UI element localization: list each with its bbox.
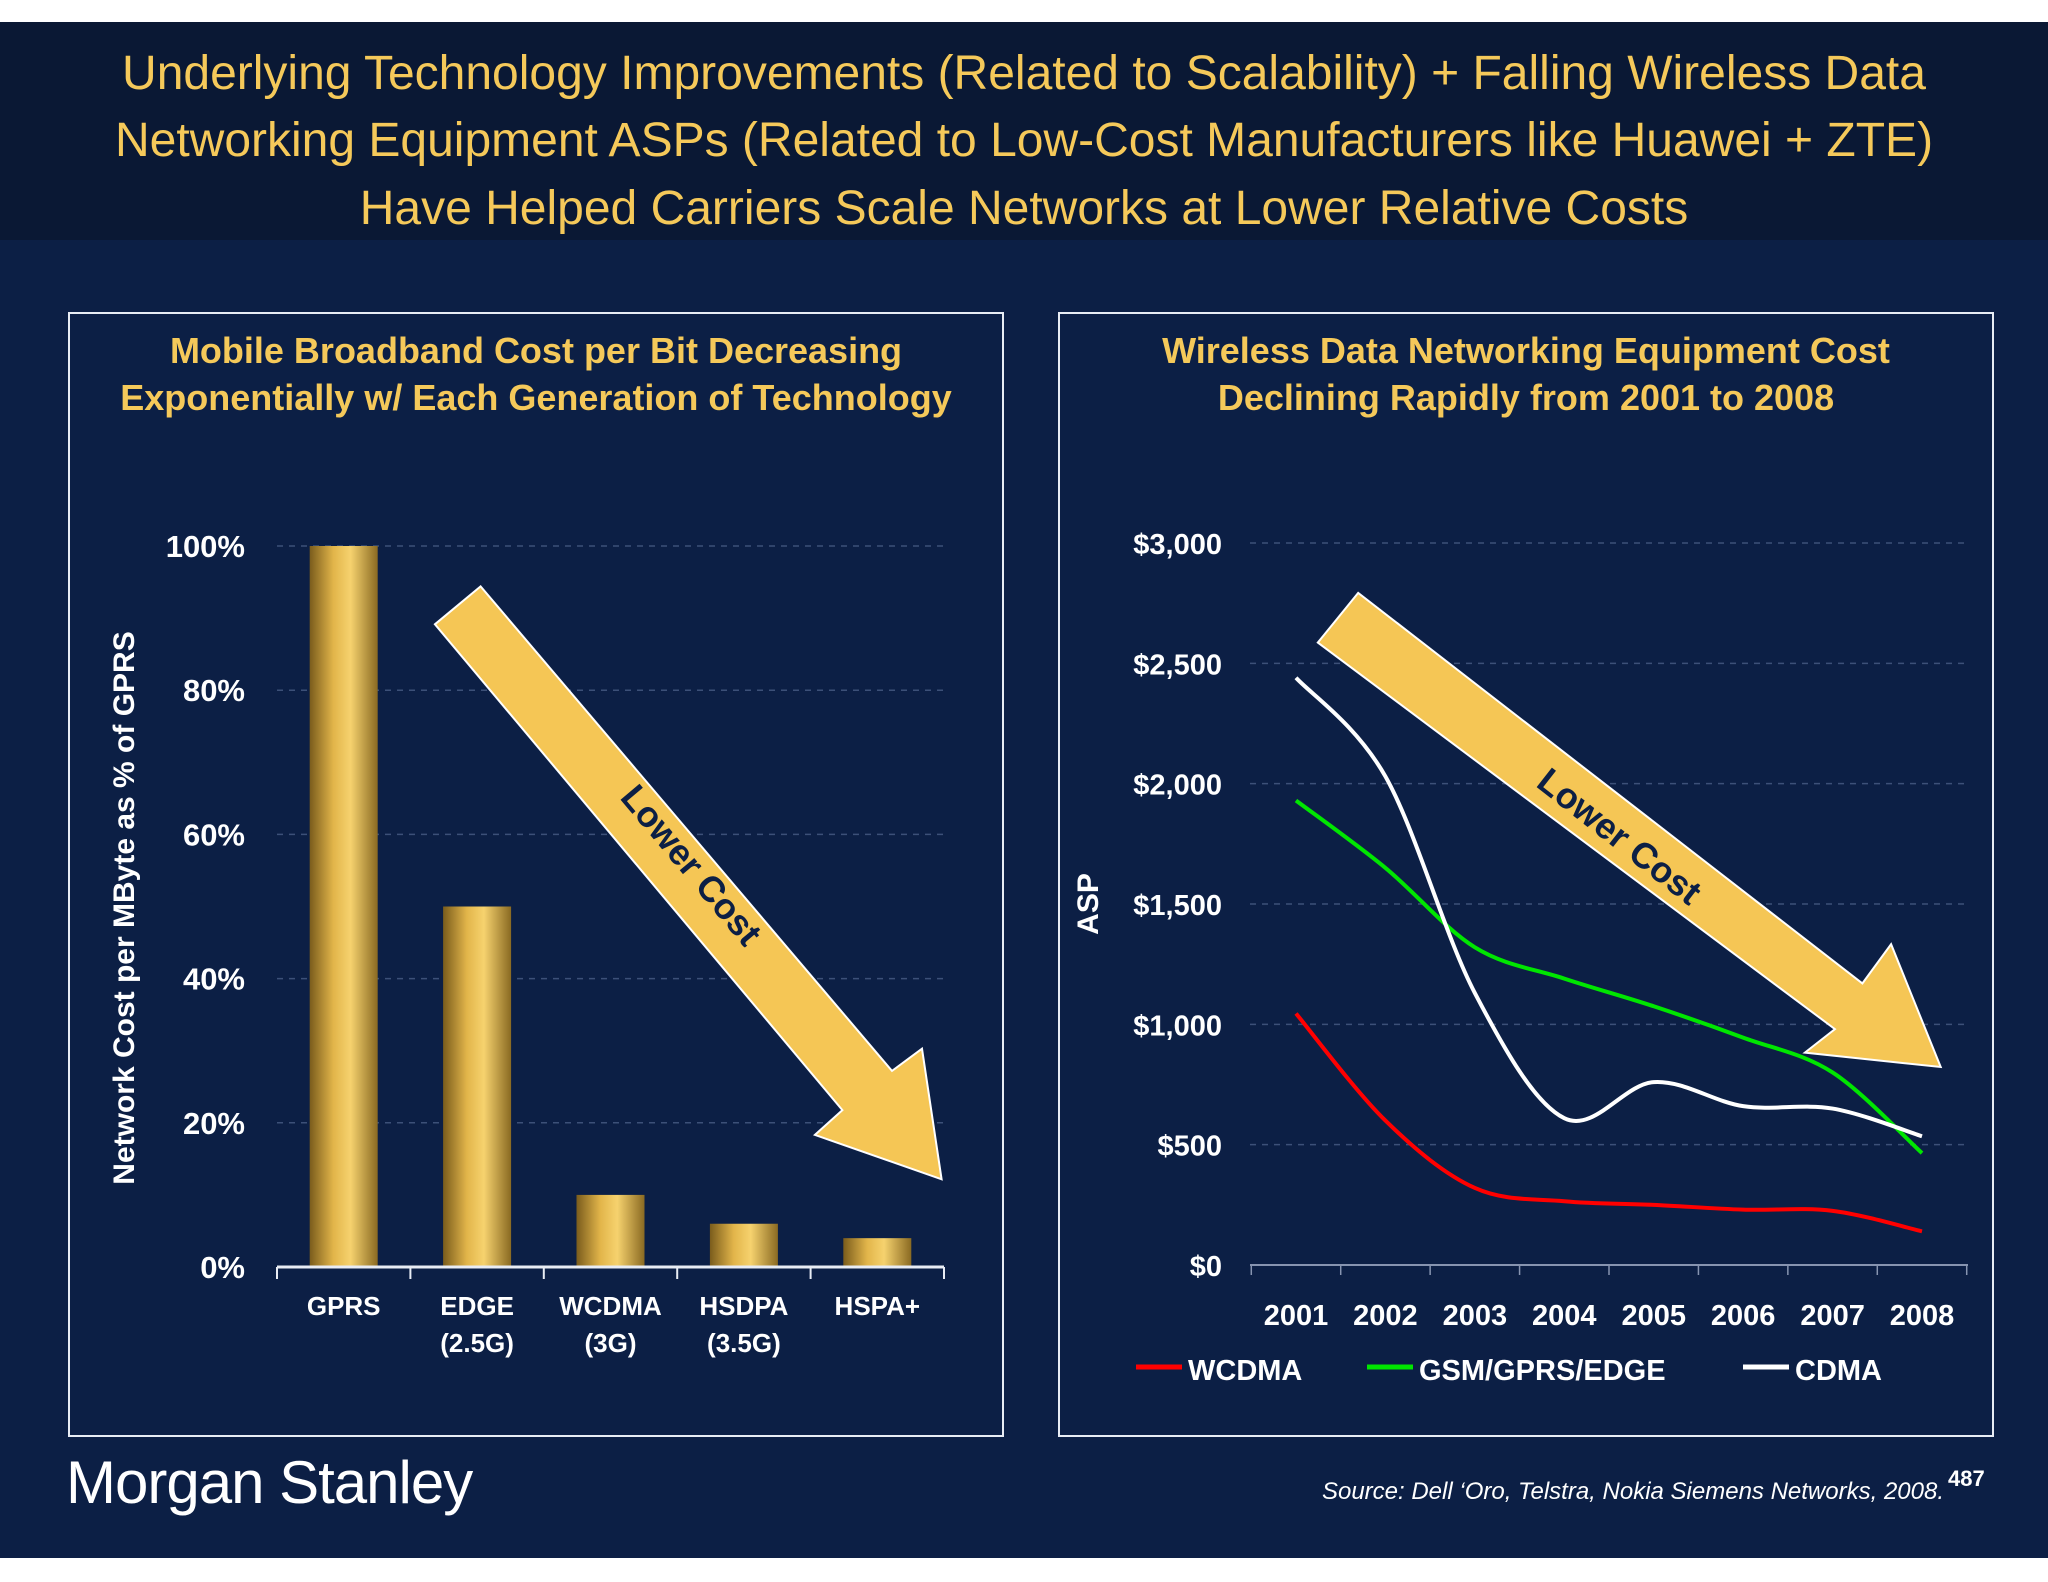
series-line-gsm-gprs-edge [1294,798,1924,1155]
slide-title-line-2: Networking Equipment ASPs (Related to Lo… [114,114,1934,167]
x-tick-label: (3.5G) [707,1328,781,1358]
x-tick-label: EDGE [440,1291,514,1321]
bar-chart-title-line-2: Exponentially w/ Each Generation of Tech… [120,377,952,418]
y-tick-label: $0 [1190,1251,1222,1283]
bar-gprs [309,546,378,1267]
y-tick-label: $2,500 [1133,649,1222,681]
x-tick-label: 2004 [1532,1300,1597,1332]
source-note: Source: Dell ‘Oro, Telstra, Nokia Siemen… [1321,1478,1944,1505]
x-tick-label: 2005 [1621,1300,1686,1332]
bar-chart-panel: Mobile Broadband Cost per Bit Decreasing… [68,312,1004,1437]
page-number: 487 [1948,1466,1985,1491]
slide-header: Underlying Technology Improvements (Rela… [0,22,2048,240]
y-tick-label: 80% [183,673,245,708]
y-tick-label: 0% [200,1250,245,1285]
bar-wcdma [576,1194,645,1267]
y-tick-label: $1,000 [1133,1010,1222,1042]
x-tick-label: GPRS [307,1291,381,1321]
x-tick-label: 2001 [1264,1300,1329,1332]
series-line-cdma [1294,676,1923,1139]
line-chart-title-line-1: Wireless Data Networking Equipment Cost [1162,330,1890,371]
x-tick-label: 2007 [1800,1300,1865,1332]
morgan-stanley-logo: Morgan Stanley [66,1449,473,1516]
x-tick-label: 2002 [1353,1300,1418,1332]
x-tick-label: 2006 [1711,1300,1776,1332]
bar-chart-y-axis-title: Network Cost per MByte as % of GPRS [108,631,141,1184]
legend-label: CDMA [1795,1355,1882,1387]
legend-label: WCDMA [1188,1355,1302,1387]
line-chart-title-line-2: Declining Rapidly from 2001 to 2008 [1217,377,1835,418]
line-chart-panel: Wireless Data Networking Equipment Cost … [1058,312,1994,1437]
lower-cost-arrow [1316,591,1943,1069]
series-line-wcdma [1294,1012,1923,1234]
slide-title-line-3: Have Helped Carriers Scale Networks at L… [359,182,1689,235]
bar-chart-title-line-1: Mobile Broadband Cost per Bit Decreasing [169,330,903,371]
bar-chart: 0% 20% 40% 60% 80% 100% GPRS EDGE (2.5G) WCDMA (3G… [166,529,945,1358]
slide-title-line-1: Underlying Technology Improvements (Rela… [122,47,1926,100]
y-tick-label: $3,000 [1133,529,1222,561]
bar-hsdpa [709,1223,778,1267]
line-chart: $0 $500 $1,000 $1,500 $2,000 $2,500 $3,000 2001… [1133,529,1968,1387]
y-tick-label: 20% [183,1106,245,1141]
y-tick-label: $1,500 [1133,890,1222,922]
y-tick-label: $500 [1157,1131,1222,1163]
x-tick-label: 2003 [1443,1300,1508,1332]
line-chart-y-axis-title: ASP [1072,873,1105,935]
x-tick-label: 2008 [1890,1300,1955,1332]
legend-label: GSM/GPRS/EDGE [1419,1355,1666,1387]
y-tick-label: 60% [183,817,245,852]
x-tick-label: HSDPA [699,1291,788,1321]
x-tick-label: (2.5G) [440,1328,514,1358]
y-tick-label: $2,000 [1133,770,1222,802]
bar-hspa+ [843,1238,912,1267]
bar-edge [443,906,512,1267]
lower-cost-arrow [433,584,943,1181]
x-tick-label: WCDMA [559,1291,662,1321]
x-tick-label: HSPA+ [835,1291,921,1321]
lower-cost-label: Lower Cost [1530,760,1710,913]
x-tick-label: (3G) [585,1328,637,1358]
y-tick-label: 100% [166,529,245,564]
y-tick-label: 40% [183,962,245,997]
